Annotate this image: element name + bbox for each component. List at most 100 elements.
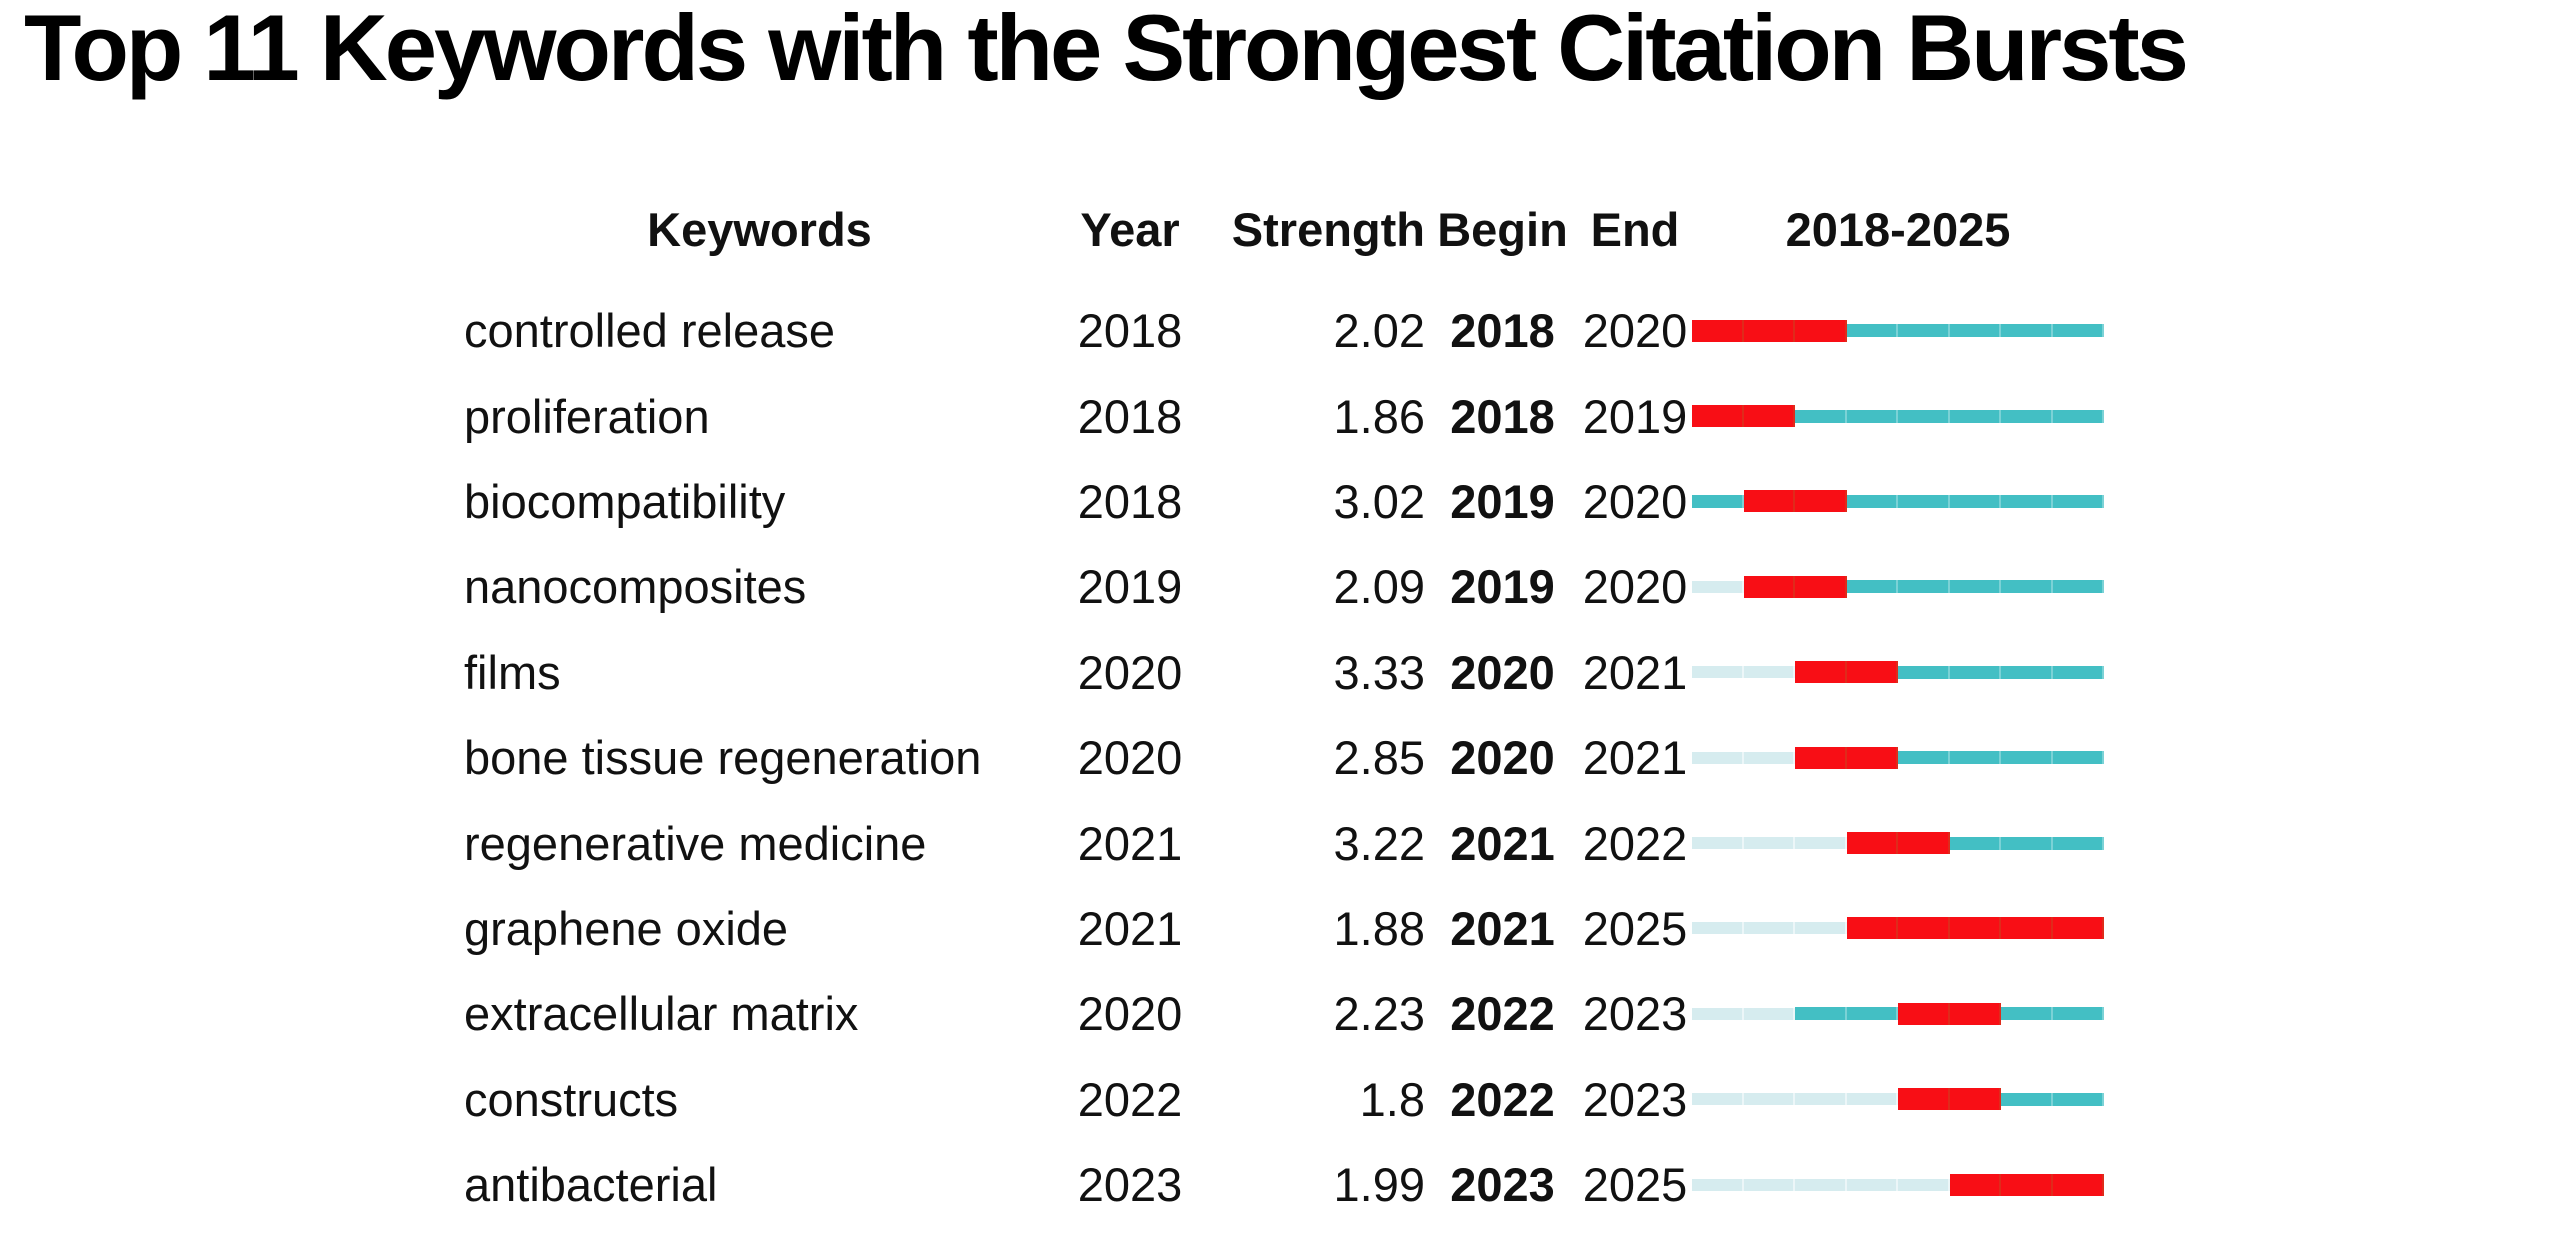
strength-value: 3.02	[1333, 474, 1425, 528]
end-value: 2022	[1582, 816, 1688, 870]
header-timeline-range: 2018-2025	[1785, 202, 2011, 256]
year-value: 2020	[1077, 731, 1183, 785]
page-title: Top 11 Keywords with the Strongest Citat…	[24, 0, 2189, 100]
burst-timeline-bar	[1692, 405, 2104, 428]
timeline-segment-2023-active	[1949, 494, 2001, 508]
year-value: 2019	[1077, 560, 1183, 614]
timeline-segment-2025-active	[2052, 494, 2104, 508]
timeline-segment-2023-burst	[1949, 1088, 2001, 1111]
timeline-segment-2023-active	[1949, 665, 2001, 679]
timeline-segment-2021-active	[1846, 494, 1898, 508]
timeline-segment-2021-active	[1846, 1007, 1898, 1021]
timeline-segment-2024-active	[2001, 751, 2053, 765]
year-value: 2023	[1077, 1158, 1183, 1212]
keyword-label: regenerative medicine	[464, 816, 927, 870]
timeline-segment-2024-active	[2001, 1007, 2053, 1021]
year-value: 2020	[1077, 987, 1183, 1041]
timeline-segment-2020-pre	[1795, 1093, 1847, 1106]
timeline-segment-2020-burst	[1795, 661, 1847, 684]
timeline-segment-2019-burst	[1743, 405, 1795, 428]
timeline-segment-2024-active	[2001, 494, 2053, 508]
strength-value: 1.8	[1359, 1072, 1425, 1126]
end-value: 2020	[1582, 304, 1688, 358]
header-begin: Begin	[1437, 202, 1568, 256]
begin-value: 2018	[1450, 304, 1555, 358]
table-row: nanocomposites 2019 2.09 2019 2020	[0, 544, 2551, 629]
timeline-segment-2018-pre	[1692, 666, 1744, 679]
begin-value: 2021	[1450, 816, 1555, 870]
strength-value: 2.85	[1333, 731, 1425, 785]
begin-value: 2020	[1450, 731, 1555, 785]
timeline-segment-2024-active	[2001, 1092, 2053, 1106]
keyword-label: proliferation	[464, 389, 710, 443]
timeline-segment-2025-active	[2052, 751, 2104, 765]
timeline-segment-2024-burst	[2001, 917, 2053, 940]
table-row: regenerative medicine 2021 3.22 2021 202…	[0, 800, 2551, 885]
timeline-segment-2018-pre	[1692, 922, 1744, 935]
timeline-segment-2022-active	[1898, 751, 1950, 765]
timeline-segment-2025-active	[2052, 665, 2104, 679]
strength-value: 2.23	[1333, 987, 1425, 1041]
timeline-segment-2021-burst	[1846, 832, 1898, 855]
burst-timeline-bar	[1692, 1002, 2104, 1025]
timeline-segment-2024-active	[2001, 665, 2053, 679]
timeline-segment-2025-burst	[2052, 917, 2104, 940]
timeline-segment-2021-active	[1846, 580, 1898, 594]
table-row: extracellular matrix 2020 2.23 2022 2023	[0, 971, 2551, 1056]
timeline-segment-2020-pre	[1795, 837, 1847, 850]
timeline-segment-2020-burst	[1795, 575, 1847, 598]
table-row: proliferation 2018 1.86 2018 2019	[0, 373, 2551, 458]
burst-timeline-bar	[1692, 490, 2104, 513]
strength-value: 2.09	[1333, 560, 1425, 614]
timeline-segment-2024-active	[2001, 580, 2053, 594]
year-value: 2021	[1077, 816, 1183, 870]
keyword-label: constructs	[464, 1072, 679, 1126]
timeline-segment-2019-burst	[1743, 319, 1795, 342]
keyword-label: antibacterial	[464, 1158, 718, 1212]
timeline-segment-2018-pre	[1692, 751, 1744, 764]
timeline-segment-2018-pre	[1692, 837, 1744, 850]
timeline-segment-2023-active	[1949, 324, 2001, 338]
timeline-segment-2020-burst	[1795, 319, 1847, 342]
end-value: 2019	[1582, 389, 1688, 443]
timeline-segment-2025-burst	[2052, 1173, 2104, 1196]
begin-value: 2019	[1450, 560, 1555, 614]
timeline-segment-2021-burst	[1846, 917, 1898, 940]
timeline-segment-2021-burst	[1846, 661, 1898, 684]
timeline-segment-2024-active	[2001, 836, 2053, 850]
timeline-segment-2022-active	[1898, 409, 1950, 423]
timeline-segment-2025-active	[2052, 1092, 2104, 1106]
timeline-segment-2020-burst	[1795, 746, 1847, 769]
header-year: Year	[1080, 202, 1180, 256]
table-row: antibacterial 2023 1.99 2023 2025	[0, 1142, 2551, 1227]
header-keywords: Keywords	[647, 202, 872, 256]
keyword-label: bone tissue regeneration	[464, 731, 982, 785]
timeline-segment-2018-burst	[1692, 319, 1744, 342]
burst-timeline-bar	[1692, 661, 2104, 684]
year-value: 2018	[1077, 474, 1183, 528]
end-value: 2021	[1582, 645, 1688, 699]
strength-value: 2.02	[1333, 304, 1425, 358]
burst-timeline-bar	[1692, 1088, 2104, 1111]
timeline-segment-2018-pre	[1692, 580, 1744, 593]
timeline-segment-2024-burst	[2001, 1173, 2053, 1196]
year-value: 2020	[1077, 645, 1183, 699]
timeline-segment-2020-active	[1795, 409, 1847, 423]
begin-value: 2022	[1450, 1072, 1555, 1126]
timeline-segment-2018-pre	[1692, 1007, 1744, 1020]
end-value: 2025	[1582, 1158, 1688, 1212]
timeline-segment-2023-active	[1949, 409, 2001, 423]
timeline-segment-2023-burst	[1949, 917, 2001, 940]
timeline-segment-2020-burst	[1795, 490, 1847, 513]
table-row: controlled release 2018 2.02 2018 2020	[0, 288, 2551, 373]
timeline-segment-2020-pre	[1795, 1178, 1847, 1191]
burst-timeline-bar	[1692, 917, 2104, 940]
burst-timeline-bar	[1692, 746, 2104, 769]
timeline-segment-2023-burst	[1949, 1002, 2001, 1025]
timeline-segment-2023-active	[1949, 580, 2001, 594]
timeline-segment-2019-pre	[1743, 1178, 1795, 1191]
keyword-label: graphene oxide	[464, 901, 789, 955]
timeline-segment-2025-active	[2052, 836, 2104, 850]
timeline-segment-2024-active	[2001, 324, 2053, 338]
keyword-label: nanocomposites	[464, 560, 807, 614]
